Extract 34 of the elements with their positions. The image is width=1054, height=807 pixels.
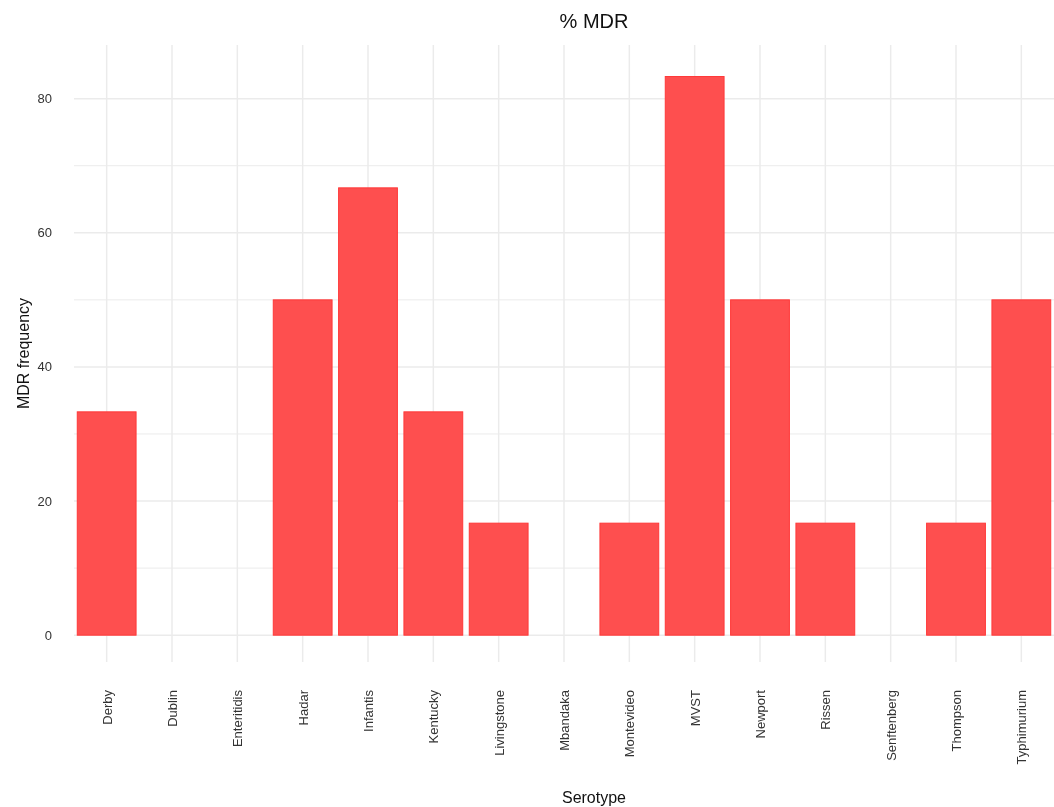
x-tick-label: Typhimurium bbox=[1014, 690, 1030, 765]
bar bbox=[76, 411, 137, 636]
x-tick-label: Newport bbox=[753, 689, 768, 739]
chart-title: % MDR bbox=[559, 10, 629, 32]
bar bbox=[403, 411, 464, 636]
y-tick-label: 80 bbox=[37, 91, 52, 107]
x-tick-label: Infantis bbox=[361, 689, 376, 732]
bar bbox=[664, 76, 725, 636]
bar bbox=[991, 299, 1052, 636]
x-tick-label: Thompson bbox=[949, 690, 964, 752]
y-axis-title: MDR frequency bbox=[15, 297, 32, 410]
bar bbox=[599, 522, 660, 636]
x-tick-label: MVST bbox=[687, 689, 703, 727]
x-tick-label: Senftenberg bbox=[883, 690, 899, 761]
x-tick-label: Kentucky bbox=[426, 689, 442, 744]
bar bbox=[730, 299, 790, 636]
x-tick-label: Dublin bbox=[165, 690, 180, 727]
y-tick-label: 40 bbox=[37, 359, 52, 375]
x-axis-title: Serotype bbox=[561, 789, 627, 806]
y-tick-label: 60 bbox=[37, 225, 52, 241]
bar bbox=[926, 522, 986, 636]
bar bbox=[338, 187, 398, 636]
x-tick-label: Mbandaka bbox=[557, 689, 572, 751]
bar bbox=[795, 522, 856, 636]
bar bbox=[468, 522, 529, 636]
x-tick-label: Montevideo bbox=[622, 690, 638, 758]
y-tick-label: 20 bbox=[37, 493, 52, 509]
x-tick-label: Livingstone bbox=[491, 690, 507, 756]
x-tick-label: Rissen bbox=[818, 690, 834, 730]
x-tick-label: Hadar bbox=[295, 689, 311, 726]
x-tick-label: Derby bbox=[99, 689, 115, 725]
x-tick-label: Enteritidis bbox=[230, 689, 246, 748]
bar bbox=[272, 299, 333, 636]
y-tick-label: 0 bbox=[44, 627, 52, 643]
